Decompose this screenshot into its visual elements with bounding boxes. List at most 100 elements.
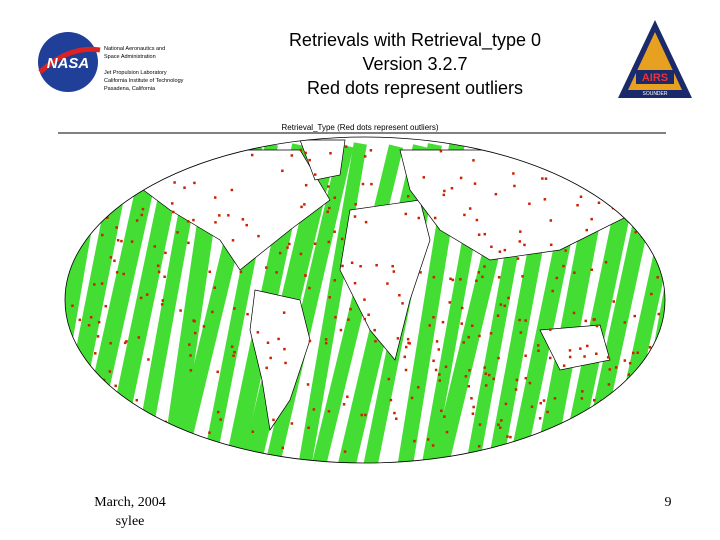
outlier-dot xyxy=(472,405,475,409)
outlier-dot xyxy=(648,346,652,349)
outlier-dot xyxy=(135,429,138,433)
outlier-dot xyxy=(120,147,123,151)
outlier-dot xyxy=(208,270,212,274)
nasa-logo: NASA xyxy=(38,32,101,92)
outlier-dot xyxy=(431,444,435,447)
outlier-dot xyxy=(468,207,472,210)
outlier-dot xyxy=(439,149,443,153)
outlier-dot xyxy=(407,341,410,345)
outlier-dot xyxy=(304,183,308,187)
outlier-dot xyxy=(562,264,565,268)
outlier-dot xyxy=(592,318,596,321)
outlier-dot xyxy=(572,311,576,315)
outlier-dot xyxy=(363,298,366,301)
outlier-dot xyxy=(591,421,595,424)
outlier-dot xyxy=(590,217,593,221)
outlier-dot xyxy=(281,169,284,173)
outlier-dot xyxy=(288,242,291,246)
outlier-dot xyxy=(634,230,637,234)
outlier-dot xyxy=(192,319,195,322)
outlier-dot xyxy=(306,383,310,386)
footer-author: sylee xyxy=(116,514,145,529)
outlier-dot xyxy=(440,409,443,413)
outlier-dot xyxy=(71,428,75,431)
outlier-dot xyxy=(617,148,620,152)
outlier-dot xyxy=(401,302,404,305)
outlier-dot xyxy=(89,198,93,202)
outlier-dot xyxy=(513,184,516,188)
outlier-dot xyxy=(250,153,254,157)
outlier-dot xyxy=(211,310,214,314)
outlier-dot xyxy=(91,404,95,407)
outlier-dot xyxy=(432,316,435,319)
outlier-dot xyxy=(265,266,268,269)
outlier-dot xyxy=(443,189,446,193)
outlier-dot xyxy=(462,341,465,344)
outlier-dot xyxy=(324,338,328,341)
outlier-dot xyxy=(327,185,330,188)
outlier-dot xyxy=(143,439,147,442)
outlier-dot xyxy=(363,155,367,158)
outlier-dot xyxy=(477,233,481,236)
outlier-dot xyxy=(406,337,410,341)
outlier-dot xyxy=(179,309,182,312)
outlier-dot xyxy=(568,349,572,352)
outlier-dot xyxy=(216,370,219,374)
outlier-dot xyxy=(484,372,487,375)
outlier-dot xyxy=(498,250,502,253)
retrieval-swath xyxy=(132,142,205,463)
outlier-dot xyxy=(359,265,362,268)
outlier-dot xyxy=(88,436,91,440)
outlier-dot xyxy=(507,296,510,300)
outlier-dot xyxy=(189,354,192,357)
outlier-dot xyxy=(342,403,346,406)
outlier-dot xyxy=(651,453,654,456)
title-line: Retrievals with Retrieval_type 0 xyxy=(289,30,541,51)
outlier-dot xyxy=(102,158,105,162)
outlier-dot xyxy=(171,202,174,205)
outlier-dot xyxy=(202,325,206,328)
outlier-dot xyxy=(648,207,652,211)
outlier-dot xyxy=(483,232,487,236)
outlier-dot xyxy=(307,426,310,430)
outlier-dot xyxy=(642,192,646,196)
outlier-dot xyxy=(265,366,268,370)
outlier-dot xyxy=(497,356,500,360)
outlier-dot xyxy=(553,397,557,400)
outlier-dot xyxy=(387,377,391,381)
outlier-dot xyxy=(213,196,217,199)
outlier-dot xyxy=(503,248,507,252)
outlier-dot xyxy=(246,312,249,316)
outlier-dot xyxy=(70,185,74,189)
outlier-dot xyxy=(575,423,578,427)
outlier-dot xyxy=(375,263,378,267)
outlier-dot xyxy=(188,343,191,346)
outlier-dot xyxy=(632,167,636,171)
outlier-dot xyxy=(473,182,477,185)
outlier-dot xyxy=(398,293,401,297)
outlier-dot xyxy=(179,445,183,448)
outlier-dot xyxy=(354,203,357,206)
outlier-dot xyxy=(449,277,452,281)
outlier-dot xyxy=(160,303,164,306)
outlier-dot xyxy=(308,158,311,162)
outlier-dot xyxy=(500,419,503,422)
outlier-dot xyxy=(135,219,139,222)
outlier-dot xyxy=(147,358,150,361)
outlier-dot xyxy=(515,378,519,382)
outlier-dot xyxy=(324,341,328,345)
outlier-dot xyxy=(73,236,76,240)
outlier-dot xyxy=(125,340,128,343)
outlier-dot xyxy=(490,245,493,249)
outlier-dot xyxy=(432,359,435,363)
org-line: Space Administration xyxy=(104,54,156,60)
outlier-dot xyxy=(537,349,540,352)
outlier-dot xyxy=(504,402,508,406)
outlier-dot xyxy=(71,251,75,254)
title-line: Red dots represent outliers xyxy=(307,78,523,98)
outlier-dot xyxy=(467,385,471,388)
outlier-dot xyxy=(467,335,470,339)
outlier-dot xyxy=(339,328,343,332)
outlier-dot xyxy=(497,276,501,279)
